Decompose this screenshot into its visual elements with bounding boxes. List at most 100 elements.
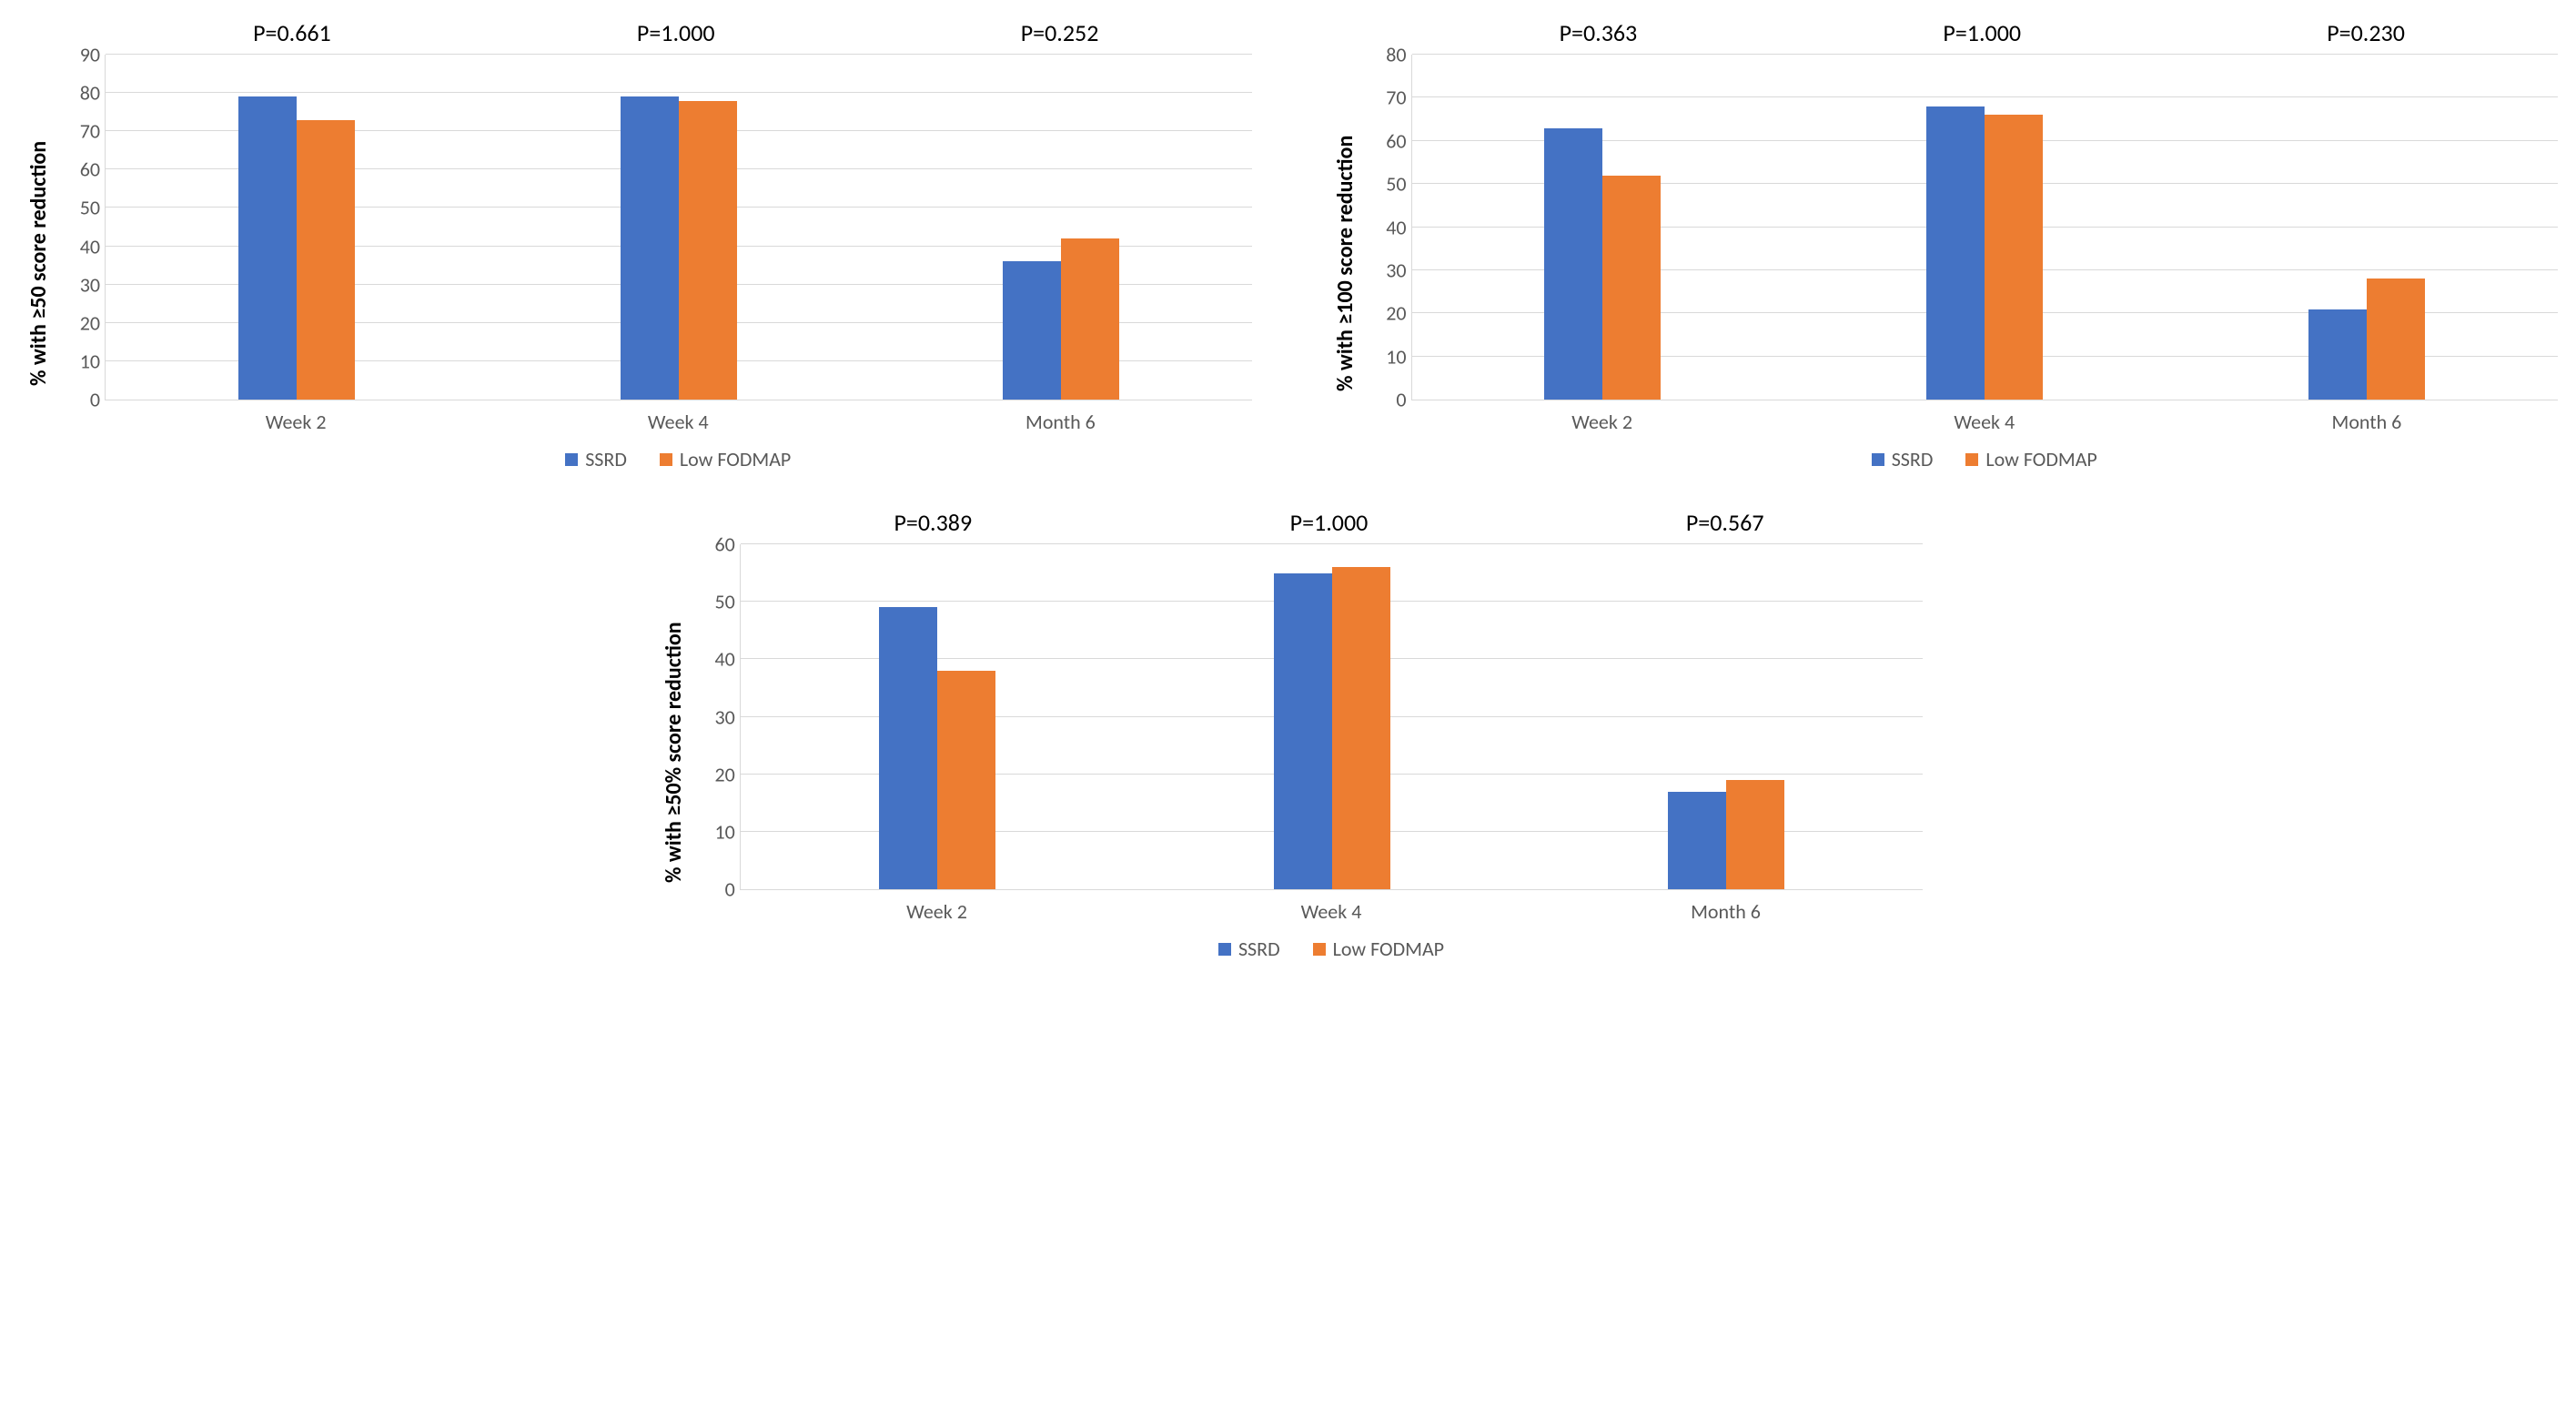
x-tick: Month 6: [869, 410, 1251, 434]
y-tick: 50: [1367, 172, 1407, 197]
bar-groups: [741, 544, 1924, 889]
x-axis-ticks: Week 2 Week 4 Month 6: [1411, 410, 2559, 434]
legend-item-fodmap: Low FODMAP: [1965, 447, 2096, 471]
pvalue: P=0.230: [2174, 18, 2558, 47]
y-tick: 30: [695, 704, 735, 729]
legend-label: Low FODMAP: [1333, 937, 1444, 961]
pvalues-row: P=0.363 P=1.000 P=0.230: [1407, 18, 2559, 47]
bar-s1: [621, 96, 679, 400]
pvalue: P=0.252: [868, 18, 1252, 47]
pvalue: P=1.000: [1790, 18, 2174, 47]
bar-s2: [1602, 176, 1661, 400]
bar-group: [488, 55, 870, 400]
x-axis-ticks: Week 2 Week 4 Month 6: [105, 410, 1252, 434]
bar-s1: [2308, 309, 2367, 400]
x-tick: Month 6: [2176, 410, 2558, 434]
legend-label: SSRD: [1238, 937, 1280, 961]
bar-group: [106, 55, 488, 400]
bar-groups: [106, 55, 1252, 400]
bar-s1: [1544, 128, 1602, 400]
pvalue: P=0.661: [100, 18, 484, 47]
y-tick: 60: [695, 532, 735, 557]
y-tick: 30: [1367, 258, 1407, 282]
legend-swatch: [1872, 453, 1884, 466]
y-tick: 20: [60, 310, 100, 335]
plot-area: 0102030405060: [740, 544, 1924, 890]
bar-s1: [879, 607, 937, 889]
legend-swatch: [1313, 943, 1326, 956]
bar-s1: [1274, 573, 1332, 889]
y-axis-label: % with ≥100 score reduction: [1325, 55, 1366, 471]
bar-group: [1135, 544, 1529, 889]
bar-group: [1529, 544, 1923, 889]
plot-area: 01020304050607080: [1411, 55, 2559, 400]
bar-groups: [1412, 55, 2559, 400]
bar-s1: [1668, 792, 1726, 889]
legend-item-ssrd: SSRD: [565, 447, 627, 471]
y-tick: 0: [60, 388, 100, 412]
legend: SSRD Low FODMAP: [1411, 447, 2559, 471]
y-tick: 60: [60, 157, 100, 182]
y-tick: 90: [60, 43, 100, 67]
bar-s2: [297, 120, 355, 400]
bar-s2: [2367, 279, 2425, 400]
y-tick: 20: [1367, 301, 1407, 326]
y-axis-label: % with ≥50% score reduction: [653, 544, 694, 961]
legend-label: SSRD: [585, 447, 627, 471]
y-tick: 80: [60, 81, 100, 106]
x-tick: Week 2: [105, 410, 487, 434]
bar-s1: [1926, 106, 1985, 400]
x-tick: Week 4: [1134, 899, 1529, 924]
chart-panel-50: P=0.661 P=1.000 P=0.252 % with ≥50 score…: [18, 18, 1252, 471]
bar-group: [2176, 55, 2558, 400]
x-tick: Week 2: [1411, 410, 1793, 434]
legend-item-fodmap: Low FODMAP: [660, 447, 791, 471]
bar-s2: [679, 101, 737, 400]
y-tick: 40: [1367, 215, 1407, 239]
legend-swatch: [565, 453, 578, 466]
pvalue: P=1.000: [1131, 508, 1527, 537]
pvalue: P=0.567: [1527, 508, 1923, 537]
y-tick: 70: [1367, 86, 1407, 110]
bar-s1: [1003, 261, 1061, 400]
pvalue: P=1.000: [484, 18, 868, 47]
y-tick: 0: [695, 877, 735, 902]
y-tick: 20: [695, 762, 735, 786]
y-tick: 70: [60, 119, 100, 144]
bar-s2: [1985, 115, 2043, 400]
y-tick: 10: [695, 819, 735, 844]
bar-s2: [1332, 567, 1390, 889]
legend-swatch: [660, 453, 672, 466]
bar-s1: [238, 96, 297, 400]
y-tick: 40: [60, 234, 100, 258]
y-tick: 50: [60, 196, 100, 220]
pvalue: P=0.363: [1407, 18, 1791, 47]
pvalue: P=0.389: [735, 508, 1131, 537]
legend-label: Low FODMAP: [1985, 447, 2096, 471]
legend: SSRD Low FODMAP: [105, 447, 1252, 471]
y-tick: 60: [1367, 128, 1407, 153]
y-tick: 0: [1367, 388, 1407, 412]
legend-item-ssrd: SSRD: [1218, 937, 1280, 961]
y-tick: 50: [695, 590, 735, 614]
legend-item-ssrd: SSRD: [1872, 447, 1934, 471]
legend-swatch: [1218, 943, 1231, 956]
y-tick: 80: [1367, 43, 1407, 67]
chart-panel-50pct: P=0.389 P=1.000 P=0.567 % with ≥50% scor…: [653, 508, 1924, 961]
y-tick: 30: [60, 272, 100, 297]
x-tick: Month 6: [1529, 899, 1924, 924]
bar-group: [741, 544, 1135, 889]
x-axis-ticks: Week 2 Week 4 Month 6: [740, 899, 1924, 924]
x-tick: Week 4: [487, 410, 869, 434]
legend-item-fodmap: Low FODMAP: [1313, 937, 1444, 961]
y-tick: 40: [695, 647, 735, 672]
bar-group: [1412, 55, 1794, 400]
x-tick: Week 2: [740, 899, 1135, 924]
pvalues-row: P=0.389 P=1.000 P=0.567: [735, 508, 1924, 537]
y-tick: 10: [1367, 344, 1407, 369]
y-axis-label: % with ≥50 score reduction: [18, 55, 59, 471]
bar-s2: [1726, 780, 1784, 889]
bar-group: [870, 55, 1252, 400]
legend: SSRD Low FODMAP: [740, 937, 1924, 961]
legend-label: SSRD: [1892, 447, 1934, 471]
